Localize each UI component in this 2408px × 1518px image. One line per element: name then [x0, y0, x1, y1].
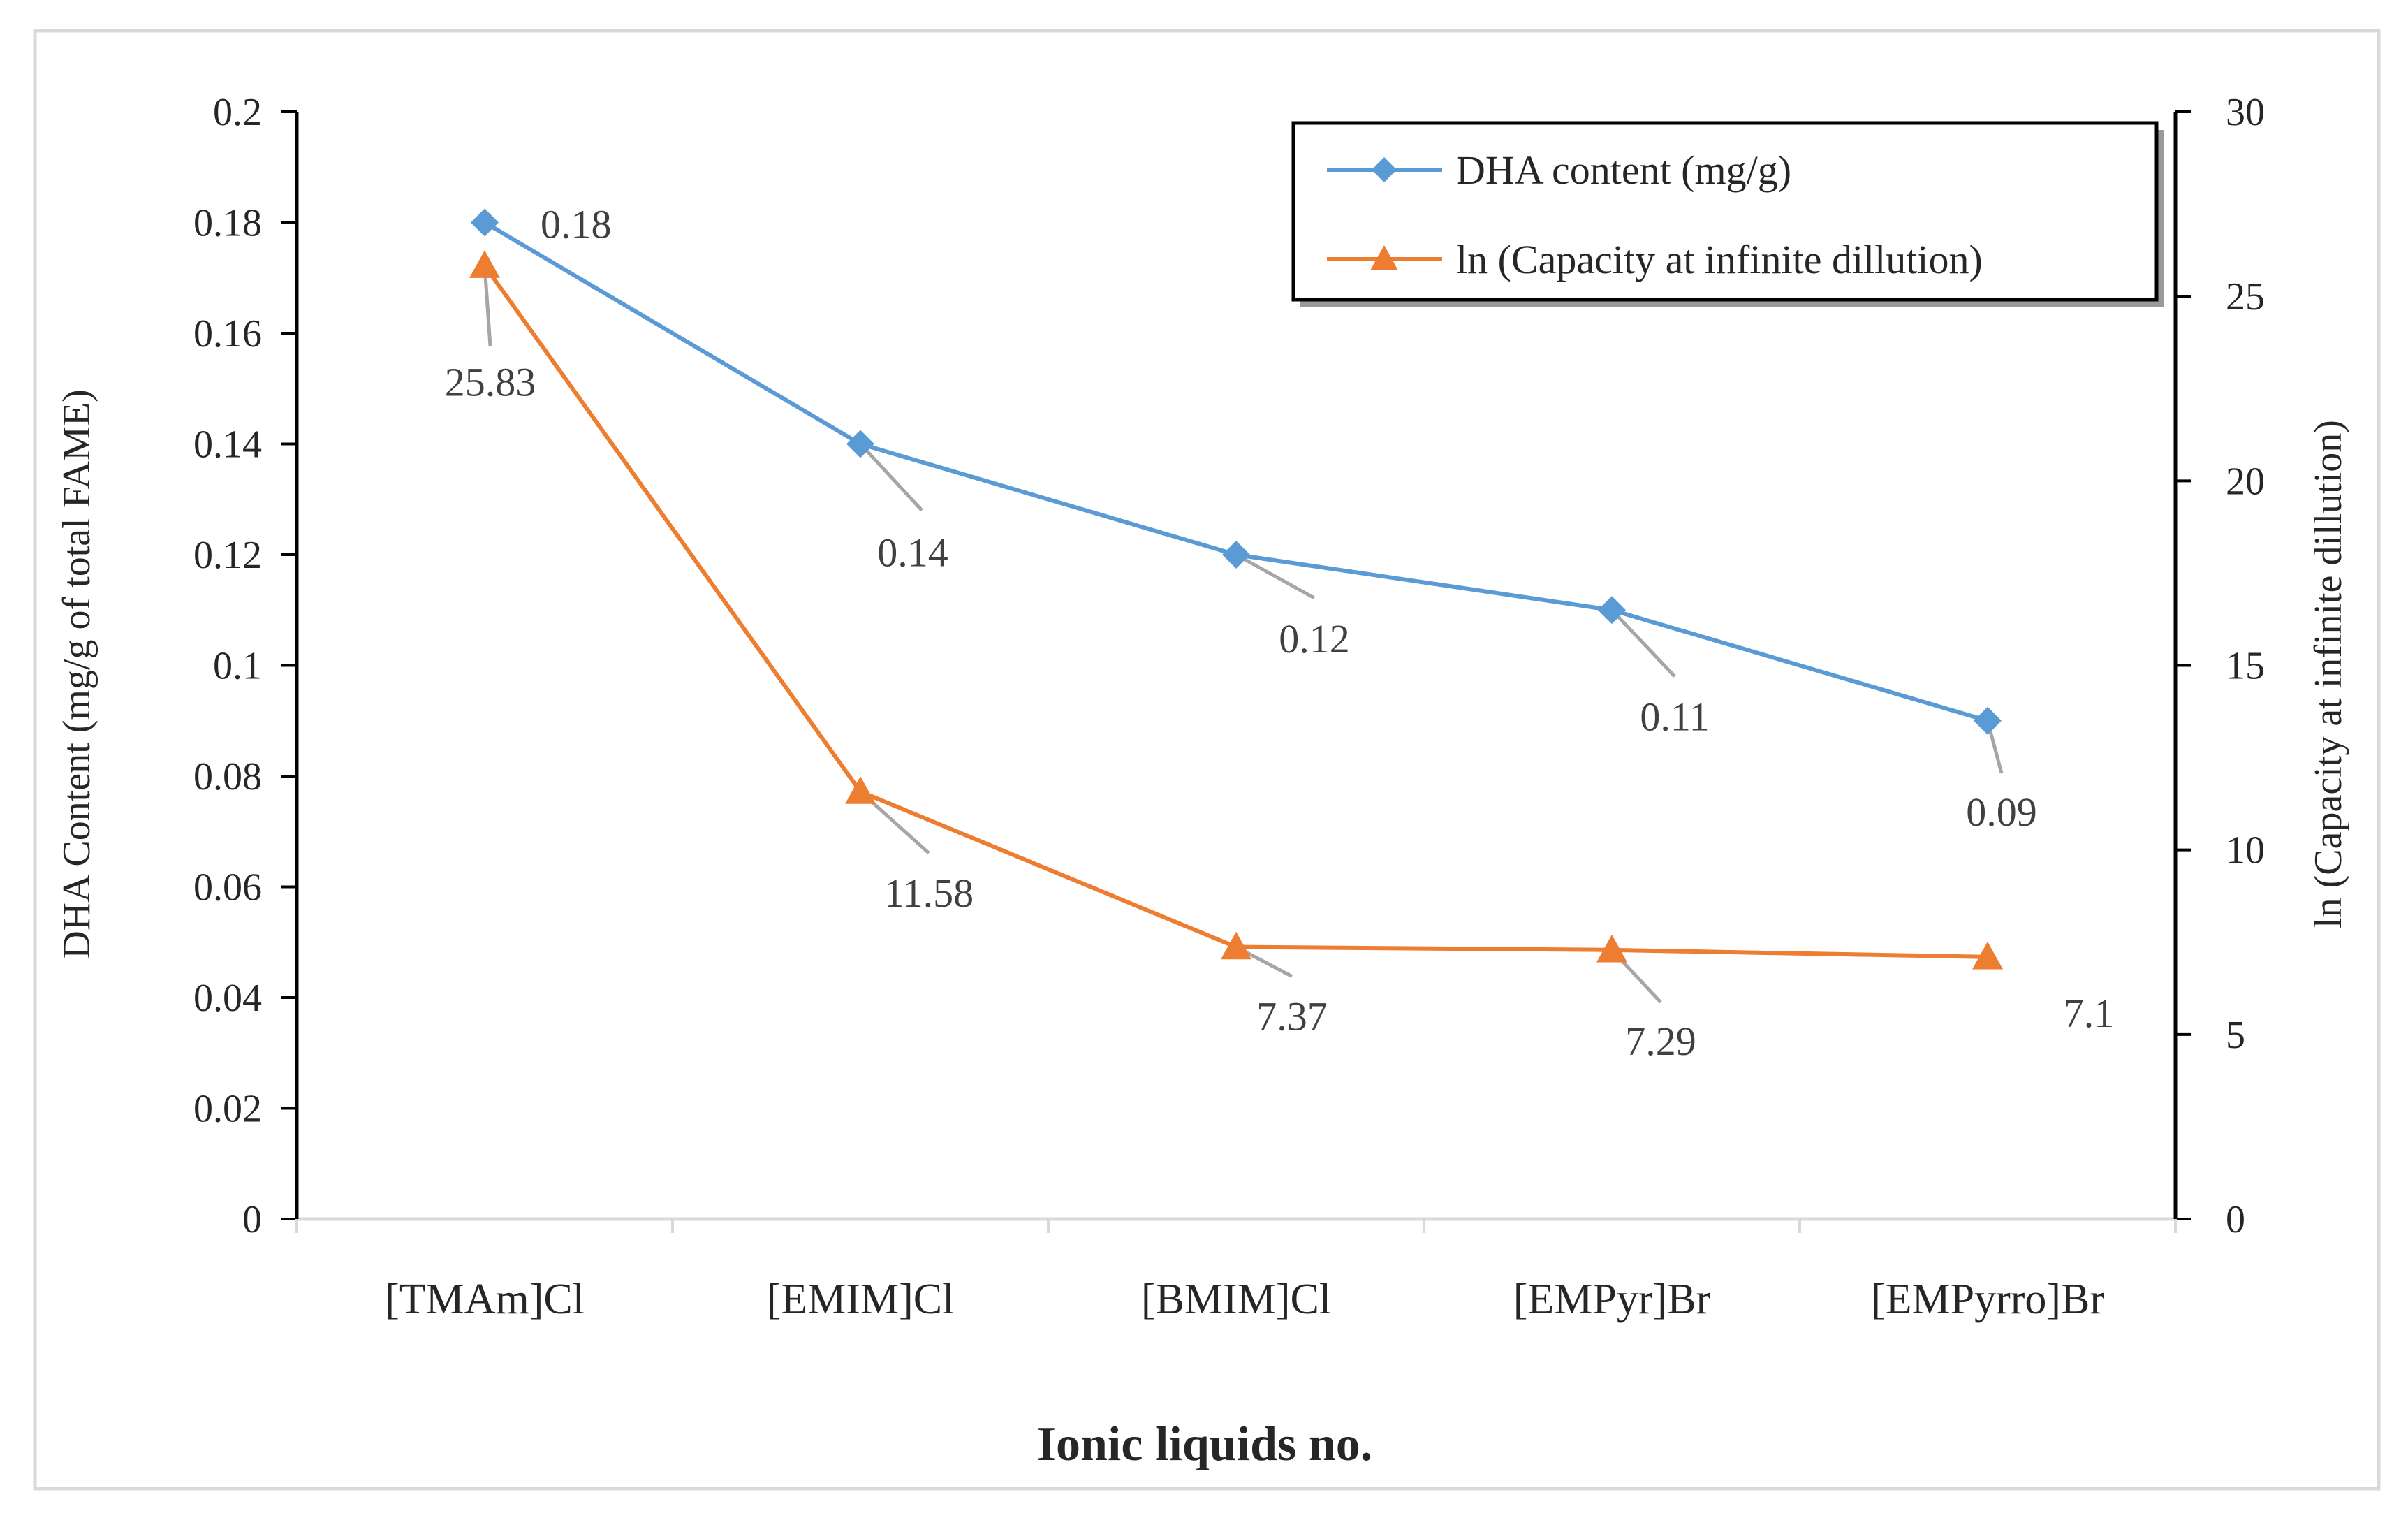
legend-marker-ln-capacity — [1370, 245, 1398, 270]
y-tick-label: 0.16 — [193, 312, 262, 356]
data-label-ln-capacity: 11.58 — [884, 870, 974, 916]
y-tick-label: 0.06 — [193, 866, 262, 910]
marker-dha — [1598, 596, 1626, 625]
leader-line — [1235, 553, 1316, 600]
x-axis-ticks: [TMAm]Cl [EMIM]Cl [BMIM]Cl [EMPyr]Br [EMPyrr… — [295, 1219, 2177, 1323]
data-label-ln-capacity: 7.1 — [2064, 991, 2115, 1036]
data-label-dha: 0.12 — [1279, 616, 1350, 662]
x-tick-label: [TMAm]Cl — [385, 1276, 585, 1323]
legend-box — [1291, 121, 2159, 302]
data-label-ln-capacity: 7.37 — [1256, 994, 1328, 1039]
data-label-dha: 0.14 — [877, 530, 948, 576]
marker-dha — [1974, 706, 2002, 735]
legend-label-ln-capacity: ln (Capacity at infinite dillution) — [1456, 237, 1983, 282]
y2-tick-label: 10 — [2226, 829, 2265, 873]
y-tick-label: 0.1 — [213, 645, 262, 688]
y2-axis-title: ln (Capacity at infinite dillution) — [2307, 420, 2350, 928]
y-tick-label: 0.12 — [193, 534, 262, 577]
y2-tick-label: 30 — [2226, 91, 2265, 134]
y2-axis-ticks: 0 5 10 15 20 25 30 — [2175, 91, 2265, 1241]
y-axis-title: DHA Content (mg/g of total FAME) — [55, 389, 98, 959]
leader-line — [1610, 608, 1676, 678]
legend-marker-dha — [1372, 157, 1397, 182]
y-axis-ticks: 0 0.02 0.04 0.06 0.08 0.1 0.12 0.14 0.16 0.18 0.2 — [193, 91, 297, 1241]
legend: DHA content (mg/g) ln (Capacity at infini… — [1291, 121, 2164, 307]
y2-tick-label: 25 — [2226, 275, 2265, 319]
x-tick-label: [EMIM]Cl — [767, 1276, 955, 1323]
x-tick-label: [EMPyrro]Br — [1871, 1276, 2104, 1323]
y-tick-label: 0.18 — [193, 202, 262, 245]
marker-ln-capacity — [1972, 941, 2003, 970]
data-labels: 0.18 0.14 0.12 0.11 0.09 25.83 11.58 7.37 7.29 7.… — [445, 202, 2115, 1064]
y2-tick-label: 15 — [2226, 645, 2265, 688]
y-tick-label: 0.14 — [193, 423, 262, 467]
marker-ln-capacity — [845, 776, 876, 804]
data-label-dha: 0.09 — [1966, 789, 2037, 835]
marker-ln-capacity — [469, 250, 500, 278]
series-markers — [469, 208, 2003, 970]
legend-items: DHA content (mg/g) ln (Capacity at infini… — [1327, 147, 1983, 282]
y-tick-label: 0.08 — [193, 755, 262, 798]
x-tick-label: [EMPyr]Br — [1513, 1276, 1711, 1323]
y-tick-label: 0 — [242, 1198, 262, 1241]
leader-line — [859, 442, 923, 512]
data-label-ln-capacity: 7.29 — [1625, 1019, 1696, 1064]
y2-tick-label: 20 — [2226, 460, 2265, 503]
data-label-ln-capacity: 25.83 — [445, 359, 536, 404]
legend-label-dha: DHA content (mg/g) — [1456, 147, 1791, 193]
y-tick-label: 0.04 — [193, 977, 262, 1020]
marker-dha — [846, 430, 874, 458]
leader-line — [483, 265, 492, 346]
x-tick-label: [BMIM]Cl — [1141, 1276, 1331, 1323]
y2-tick-label: 5 — [2226, 1014, 2245, 1057]
data-label-dha: 0.11 — [1640, 694, 1709, 739]
y-tick-label: 0.2 — [213, 91, 262, 134]
marker-dha — [1222, 541, 1250, 569]
marker-ln-capacity — [1221, 931, 1251, 960]
marker-ln-capacity — [1596, 934, 1627, 963]
x-axis-title: Ionic liquids no. — [1037, 1417, 1373, 1471]
marker-dha — [471, 208, 499, 237]
data-label-dha: 0.18 — [541, 202, 612, 247]
y2-tick-label: 0 — [2226, 1198, 2245, 1241]
y-tick-label: 0.02 — [193, 1088, 262, 1131]
